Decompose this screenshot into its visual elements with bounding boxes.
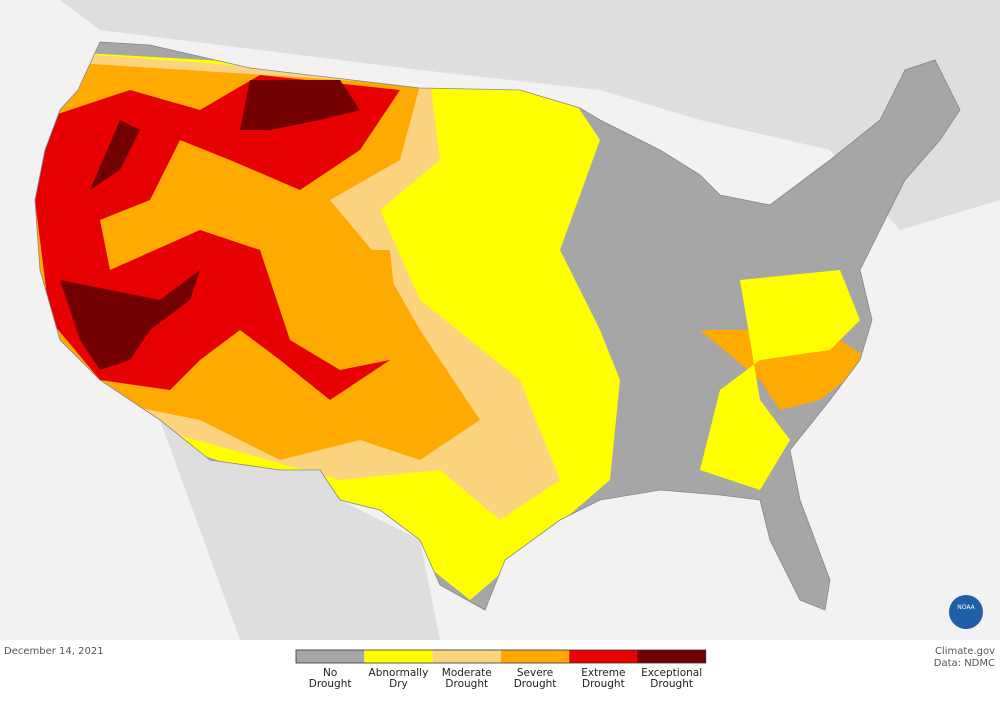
legend-label: Drought bbox=[514, 678, 557, 690]
legend-label: Severe bbox=[517, 667, 553, 679]
legend-label: No bbox=[323, 667, 337, 679]
exceptional bbox=[60, 80, 360, 370]
logo-text: NOAA bbox=[957, 604, 975, 611]
legend-border bbox=[295, 649, 707, 664]
credit: Data: NDMC bbox=[934, 658, 995, 669]
canada bbox=[0, 0, 1000, 230]
legend-swatch bbox=[432, 650, 501, 663]
legend-swatch bbox=[296, 650, 365, 663]
legend-label: Dry bbox=[389, 678, 408, 690]
legend-label: Drought bbox=[445, 678, 488, 690]
credit: Climate.gov bbox=[935, 646, 995, 657]
dry-east bbox=[700, 270, 860, 490]
footer bbox=[0, 640, 1000, 704]
date: December 14, 2021 bbox=[4, 646, 104, 657]
legend-label: Extreme bbox=[581, 667, 625, 679]
legend-label: Drought bbox=[309, 678, 352, 690]
mexico bbox=[160, 420, 440, 640]
severe-east bbox=[360, 250, 870, 410]
legend-swatch bbox=[637, 650, 706, 663]
legend-swatch bbox=[569, 650, 638, 663]
legend-swatch bbox=[500, 650, 570, 663]
legend-label: Drought bbox=[650, 678, 693, 690]
legend-label: Abnormally bbox=[369, 667, 429, 679]
legend-swatch bbox=[364, 650, 433, 663]
legend-label: Exceptional bbox=[641, 667, 702, 679]
legend-label: Moderate bbox=[442, 667, 492, 679]
noaa-logo bbox=[949, 595, 983, 629]
legend-label: Drought bbox=[582, 678, 625, 690]
legend: NoDroughtAbnormallyDryModerateDroughtSev… bbox=[295, 649, 707, 690]
